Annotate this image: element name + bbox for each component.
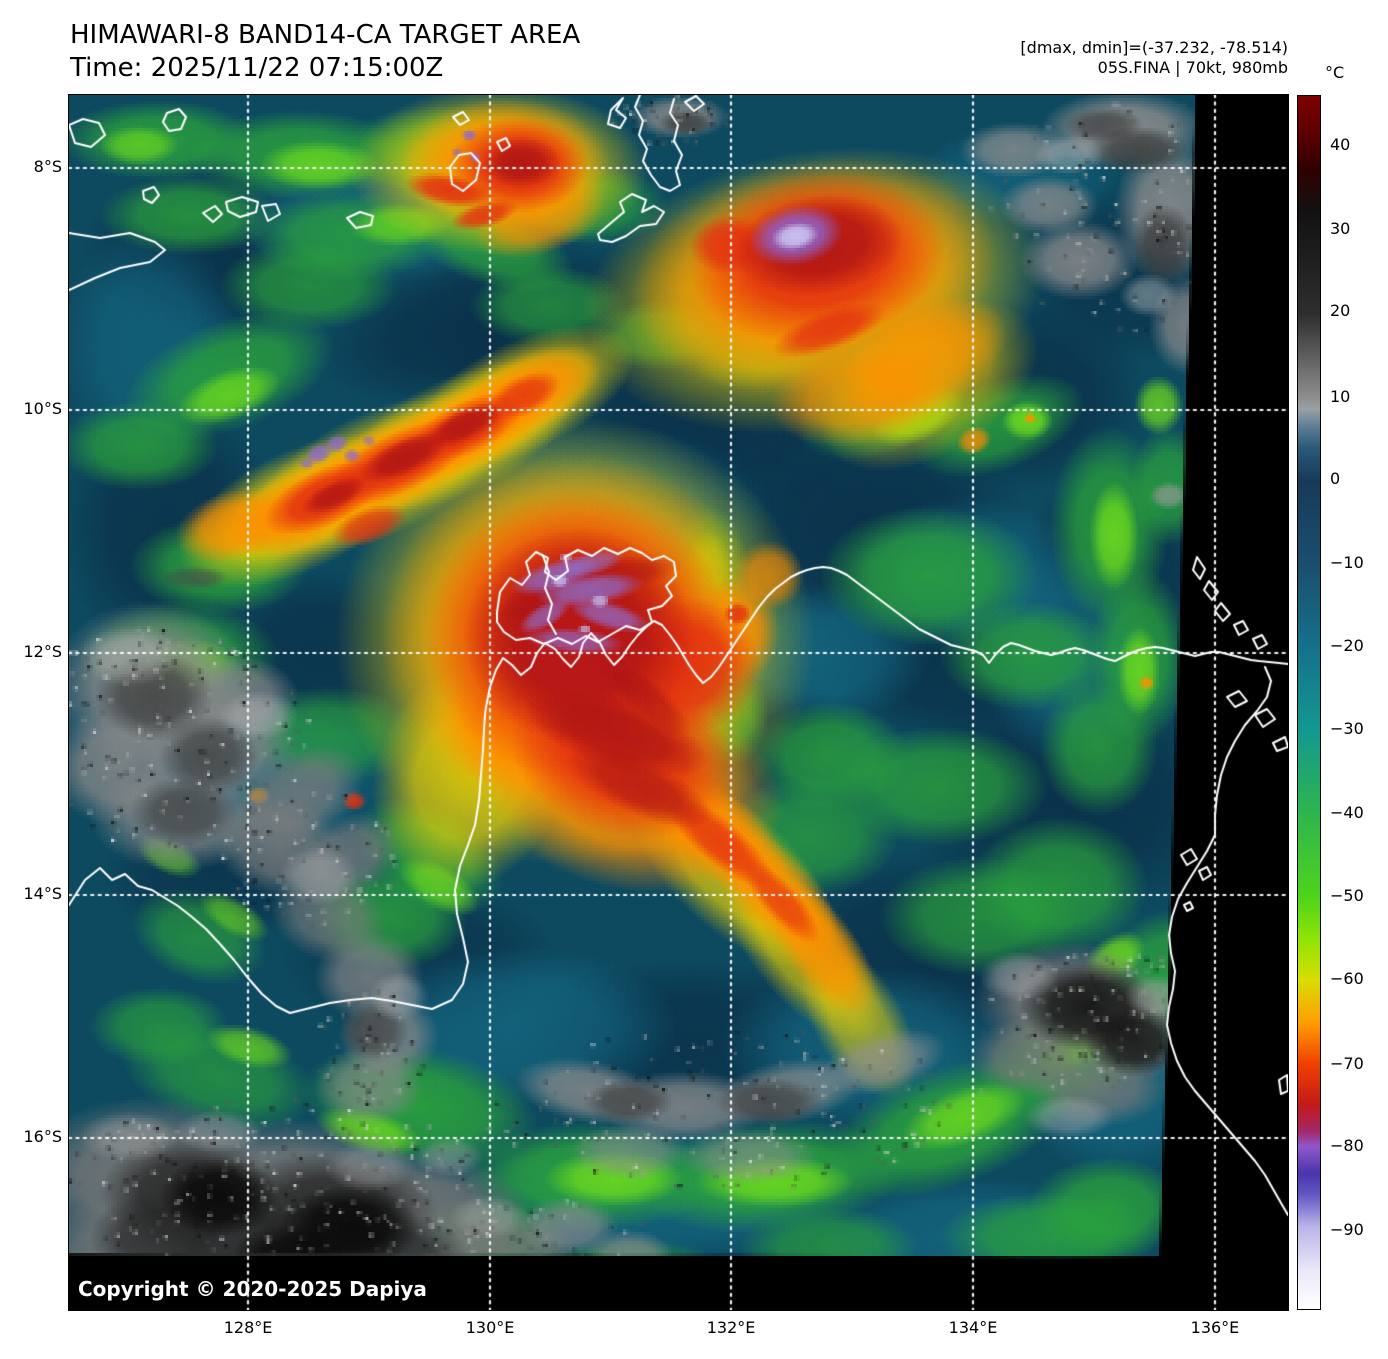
- longitude-tick-label: 128°E: [223, 1318, 273, 1337]
- colorbar-tick-label: −90: [1330, 1220, 1364, 1240]
- colorbar-tick-label: 30: [1330, 218, 1351, 238]
- colorbar-tick-label: −10: [1330, 552, 1364, 572]
- latitude-tick-label: 10°S: [23, 399, 62, 419]
- colorbar-tick-label: −70: [1330, 1053, 1364, 1073]
- copyright-label: Copyright © 2020-2025 Dapiya: [78, 1277, 427, 1301]
- page-title: HIMAWARI-8 BAND14-CA TARGET AREA: [70, 20, 581, 50]
- temperature-colorbar: [1297, 95, 1321, 1310]
- longitude-tick-label: 134°E: [948, 1318, 998, 1337]
- timestamp-label: Time: 2025/11/22 07:15:00Z: [70, 53, 444, 83]
- latitude-tick-label: 16°S: [23, 1126, 62, 1146]
- colorbar-tick-label: −60: [1330, 968, 1364, 988]
- latitude-tick-label: 8°S: [33, 157, 62, 177]
- colorbar-tick-label: −30: [1330, 719, 1364, 739]
- longitude-tick-label: 132°E: [706, 1318, 756, 1337]
- colorbar-tick-label: 40: [1330, 135, 1351, 155]
- colorbar-tick-label: −50: [1330, 885, 1364, 905]
- dmax-dmin-label: [dmax, dmin]=(-37.232, -78.514): [1020, 38, 1288, 57]
- map-plot-area: Copyright © 2020-2025 Dapiya: [68, 94, 1289, 1311]
- colorbar-tick-label: 0: [1330, 469, 1341, 489]
- latitude-tick-label: 12°S: [23, 642, 62, 662]
- longitude-tick-label: 130°E: [465, 1318, 515, 1337]
- latitude-tick-label: 14°S: [23, 883, 62, 903]
- coastline-grid-overlay: [69, 95, 1288, 1310]
- colorbar-tick-label: 20: [1330, 301, 1351, 321]
- longitude-tick-label: 136°E: [1190, 1318, 1240, 1337]
- colorbar-tick-label: −80: [1330, 1136, 1364, 1156]
- storm-info-label: 05S.FINA | 70kt, 980mb: [1097, 58, 1288, 77]
- colorbar-tick-label: −20: [1330, 635, 1364, 655]
- colorbar-tick-label: −40: [1330, 803, 1364, 823]
- colorbar-tick-label: 10: [1330, 386, 1351, 406]
- colorbar-unit-label: °C: [1325, 63, 1345, 82]
